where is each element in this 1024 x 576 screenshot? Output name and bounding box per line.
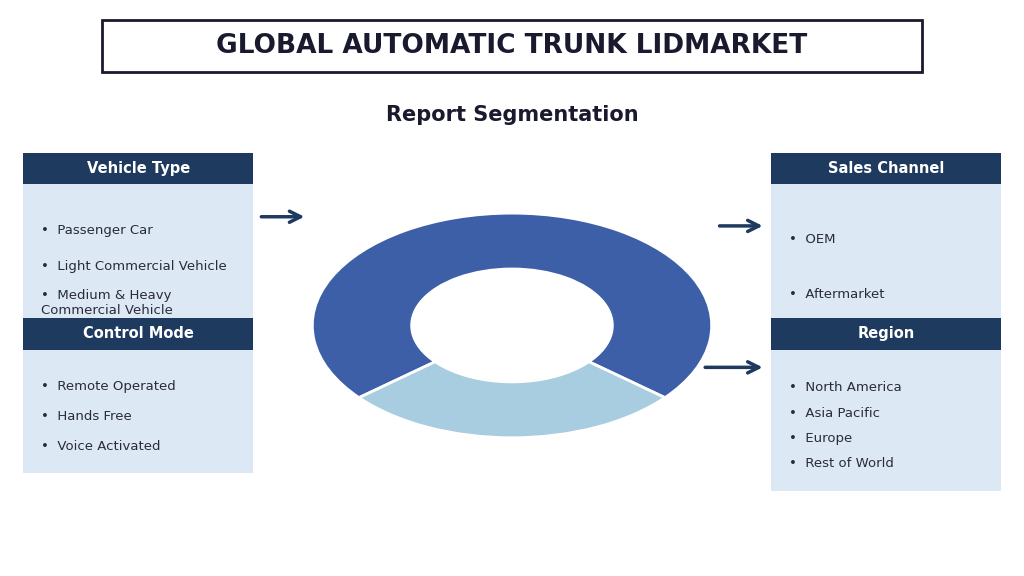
Wedge shape	[312, 213, 712, 397]
Wedge shape	[359, 362, 665, 438]
Text: •  OEM: • OEM	[788, 233, 836, 246]
FancyBboxPatch shape	[770, 318, 1000, 350]
FancyBboxPatch shape	[770, 153, 1000, 184]
Circle shape	[412, 269, 612, 382]
FancyBboxPatch shape	[24, 318, 254, 350]
FancyBboxPatch shape	[24, 153, 254, 184]
FancyBboxPatch shape	[24, 350, 254, 473]
Text: •  Remote Operated: • Remote Operated	[42, 380, 176, 393]
Text: Report Segmentation: Report Segmentation	[386, 105, 638, 125]
Text: Control Mode: Control Mode	[83, 326, 194, 342]
Text: Sales Channel: Sales Channel	[827, 161, 944, 176]
Text: •  Hands Free: • Hands Free	[42, 410, 132, 423]
Text: •  Europe: • Europe	[788, 432, 852, 445]
Text: •  Aftermarket: • Aftermarket	[788, 288, 885, 301]
Text: Vehicle Type: Vehicle Type	[87, 161, 189, 176]
FancyBboxPatch shape	[770, 350, 1000, 491]
FancyBboxPatch shape	[24, 184, 254, 337]
Text: •  Medium & Heavy
Commercial Vehicle: • Medium & Heavy Commercial Vehicle	[42, 289, 173, 317]
Text: GLOBAL AUTOMATIC TRUNK LIDMARKET: GLOBAL AUTOMATIC TRUNK LIDMARKET	[216, 33, 808, 59]
Text: •  North America: • North America	[788, 381, 902, 394]
Text: Region: Region	[857, 326, 914, 342]
Text: •  Voice Activated: • Voice Activated	[42, 439, 161, 453]
FancyBboxPatch shape	[102, 20, 922, 72]
Text: •  Rest of World: • Rest of World	[788, 457, 894, 471]
FancyBboxPatch shape	[770, 184, 1000, 337]
Text: •  Asia Pacific: • Asia Pacific	[788, 407, 880, 420]
Text: •  Light Commercial Vehicle: • Light Commercial Vehicle	[42, 260, 227, 273]
Text: •  Passenger Car: • Passenger Car	[42, 223, 154, 237]
